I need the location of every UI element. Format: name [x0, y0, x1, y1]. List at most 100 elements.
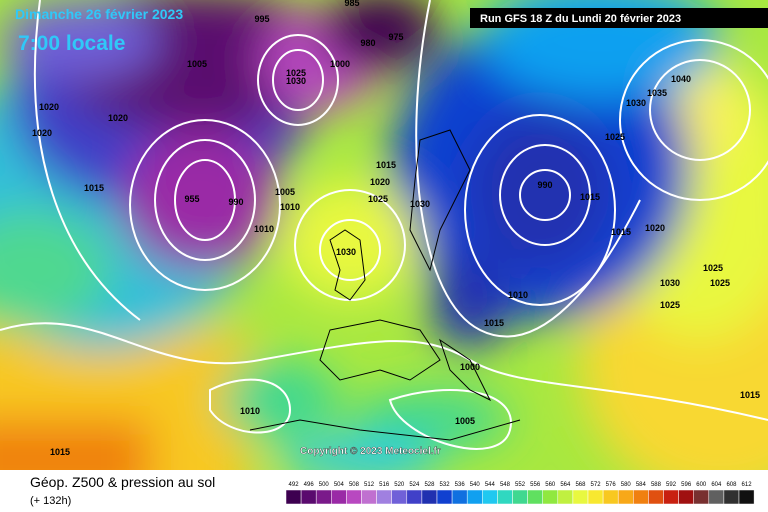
legend-label: 596	[681, 482, 692, 488]
legend-swatch	[557, 489, 574, 505]
legend-label: 608	[726, 482, 737, 488]
legend-swatch	[421, 489, 438, 505]
isobar-label: 1030	[336, 247, 356, 257]
legend-label: 548	[500, 482, 511, 488]
legend-label: 560	[545, 482, 556, 488]
isobar-label: 1015	[376, 160, 396, 170]
legend-swatch	[587, 489, 604, 505]
isobar-label: 1025	[703, 263, 723, 273]
legend-label: 572	[591, 482, 602, 488]
legend-swatch	[497, 489, 513, 505]
legend-label: 516	[379, 482, 390, 488]
copyright: Copyright © 2023 Meteociel.fr	[300, 446, 441, 457]
legend-label: 544	[485, 482, 496, 488]
isobar-label: 1010	[240, 406, 260, 416]
legend-label: 512	[364, 482, 375, 488]
legend-swatch	[512, 489, 528, 505]
legend-label: 556	[530, 482, 541, 488]
legend-label: 588	[651, 482, 662, 488]
isobar-label: 1015	[50, 447, 70, 457]
legend-label: 592	[666, 482, 677, 488]
legend-swatch	[331, 489, 347, 505]
isobar-label: 1030	[410, 199, 430, 209]
isobar-label: 1005	[455, 416, 475, 426]
legend-label: 568	[575, 482, 586, 488]
legend-swatch	[466, 489, 483, 505]
legend-swatch	[663, 489, 679, 505]
isobar-label: 990	[228, 197, 243, 207]
legend-swatch	[406, 489, 423, 505]
isobar-label: 1020	[108, 113, 128, 123]
legend-swatch	[693, 489, 710, 505]
isobar-label: 1030	[626, 98, 646, 108]
isobar-label: 1015	[484, 318, 504, 328]
isobar-label: 955	[184, 194, 199, 204]
legend-swatch	[602, 489, 619, 505]
legend-swatch	[315, 489, 332, 505]
isobar-label: 1030	[286, 76, 306, 86]
legend-label: 576	[606, 482, 617, 488]
isobar-label: 1005	[275, 187, 295, 197]
footer-title: Géop. Z500 & pression au sol	[30, 474, 215, 490]
isobar-label: 1020	[645, 223, 665, 233]
legend-label: 532	[440, 482, 451, 488]
legend-swatch	[391, 489, 408, 505]
legend-swatch	[346, 489, 362, 505]
legend-label: 496	[304, 482, 315, 488]
legend-label: 536	[455, 482, 466, 488]
legend-swatch	[572, 489, 589, 505]
isobar-label: 1015	[84, 183, 104, 193]
legend-label: 500	[319, 482, 330, 488]
legend-swatch	[361, 489, 377, 505]
legend-label: 540	[470, 482, 481, 488]
isobar-label: 1030	[660, 278, 680, 288]
time: 7:00 locale	[18, 32, 125, 55]
isobar-label: 1020	[370, 177, 390, 187]
legend-swatch	[617, 489, 634, 505]
legend-swatch	[542, 489, 559, 505]
legend-label: 528	[424, 482, 435, 488]
legend-label: 600	[696, 482, 707, 488]
legend-label: 492	[289, 482, 300, 488]
isobar-label: 1025	[605, 132, 625, 142]
legend-swatch	[633, 489, 649, 505]
legend-swatch	[451, 489, 468, 505]
isobar-label: 1025	[286, 68, 306, 78]
legend-label: 604	[711, 482, 722, 488]
isobar-label: 1025	[368, 194, 388, 204]
isobar-label: 1005	[187, 59, 207, 69]
legend-label: 580	[621, 482, 632, 488]
isobar-label: 1000	[330, 59, 350, 69]
legend-swatch	[678, 489, 694, 505]
legend-swatch	[482, 489, 498, 505]
legend-swatch	[376, 489, 392, 505]
legend-swatch	[708, 489, 725, 505]
isobar-label: 1040	[671, 74, 691, 84]
legend-label: 508	[349, 482, 360, 488]
isobar-label: 995	[254, 14, 269, 24]
legend-swatch	[300, 489, 317, 505]
isobar-lines	[0, 0, 768, 450]
legend-label: 564	[560, 482, 571, 488]
date: Dimanche 26 février 2023	[15, 6, 183, 22]
isobar-label: 1015	[740, 390, 760, 400]
isobar-label: 1010	[254, 224, 274, 234]
isobar-label: 975	[388, 32, 403, 42]
isobar-label: 1015	[611, 227, 631, 237]
legend-label: 524	[409, 482, 420, 488]
footer-lead: (+ 132h)	[30, 495, 71, 507]
legend-swatch	[648, 489, 664, 505]
isobar-label: 990	[537, 180, 552, 190]
legend-swatch	[723, 489, 740, 505]
legend-swatch	[436, 489, 453, 505]
isobar-label: 1000	[460, 362, 480, 372]
legend-label: 584	[636, 482, 647, 488]
legend-label: 504	[334, 482, 345, 488]
isobar-label: 1025	[660, 300, 680, 310]
isobar-label: 985	[344, 0, 359, 8]
isobar-label: 1035	[647, 88, 667, 98]
legend-swatch	[527, 489, 543, 505]
legend-swatch	[738, 489, 755, 505]
legend-swatch	[285, 489, 302, 505]
